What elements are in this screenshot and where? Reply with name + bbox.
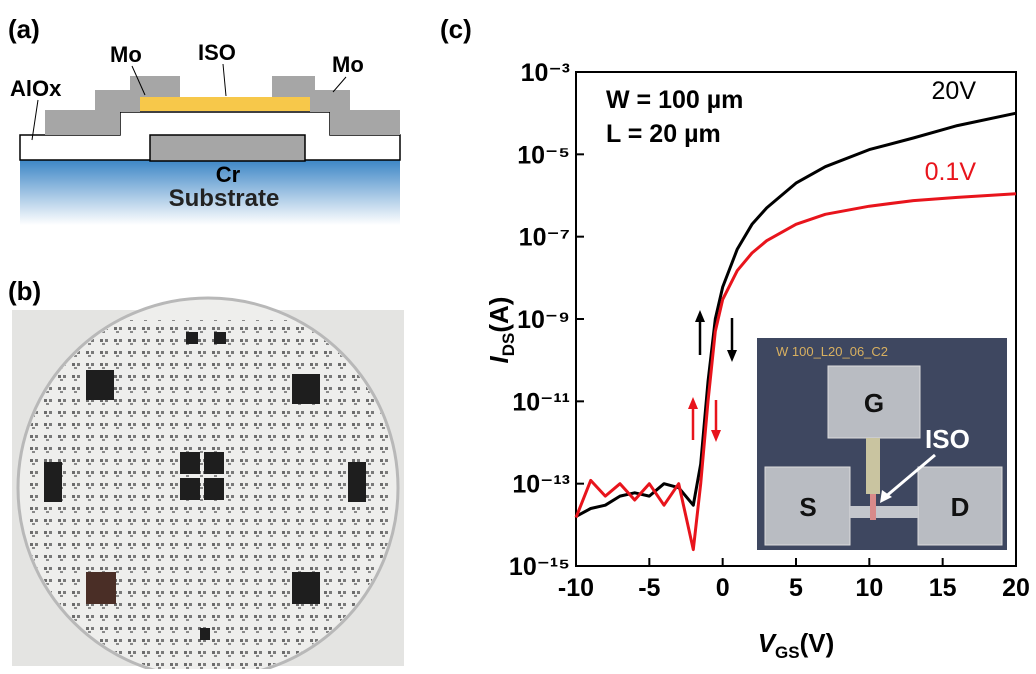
x-axis-label: VGS(V) bbox=[758, 628, 835, 662]
panel-b: (b) bbox=[8, 276, 404, 669]
layer-label: AlOx bbox=[10, 76, 62, 101]
axis-subscript: DS bbox=[499, 333, 518, 357]
sweep-arrows bbox=[688, 310, 737, 442]
inset-label: G bbox=[864, 388, 884, 418]
axis-subscript: GS bbox=[775, 643, 800, 662]
y-tick-label: 10⁻¹³ bbox=[512, 471, 570, 499]
y-tick-label: 10⁻⁹ bbox=[517, 306, 570, 334]
layer-label: Substrate bbox=[169, 185, 280, 212]
channel bbox=[850, 506, 918, 518]
leader bbox=[333, 77, 346, 92]
leader bbox=[32, 100, 38, 140]
y-tick-label: 10⁻¹¹ bbox=[512, 388, 570, 416]
panel-a: (a) Cr Substrate Mo ISO Mo AlOx bbox=[8, 14, 400, 225]
y-tick-label: 10⁻³ bbox=[521, 59, 570, 87]
x-tick-label: -5 bbox=[638, 574, 660, 602]
panel-label: (b) bbox=[8, 276, 41, 306]
x-tick-label: 20 bbox=[1002, 574, 1030, 602]
x-tick-label: 0 bbox=[716, 574, 730, 602]
figure: (a) Cr Substrate Mo ISO Mo AlOx (b) bbox=[0, 0, 1036, 669]
layer-label: Mo bbox=[332, 52, 364, 77]
axis-unit: (V) bbox=[800, 628, 835, 658]
iso-channel bbox=[870, 494, 876, 520]
y-axis-label: IDS(A) bbox=[484, 297, 518, 364]
inset-label: S bbox=[799, 492, 816, 522]
leader bbox=[223, 64, 226, 96]
annotation: W = 100 µm bbox=[606, 86, 743, 114]
inset-label: ISO bbox=[925, 424, 970, 454]
x-tick-label: 15 bbox=[929, 574, 957, 602]
y-tick-label: 10⁻⁷ bbox=[519, 224, 570, 252]
inset-label: D bbox=[951, 492, 970, 522]
gate-line bbox=[866, 438, 880, 494]
panel-c: (c) W 100_L20_06_C2 G S D ISO W = 100 µm… bbox=[440, 14, 1030, 662]
x-tick-label: -10 bbox=[558, 574, 594, 602]
legend-label: 0.1V bbox=[925, 158, 977, 186]
layer-label: Cr bbox=[216, 162, 241, 187]
iso-layer bbox=[140, 97, 310, 111]
y-tick-label: 10⁻⁵ bbox=[517, 141, 570, 169]
annotation: L = 20 µm bbox=[606, 120, 721, 148]
layer-label: ISO bbox=[198, 40, 236, 65]
layer-label: Mo bbox=[110, 42, 142, 67]
inset-label: W 100_L20_06_C2 bbox=[776, 344, 888, 359]
x-tick-label: 5 bbox=[789, 574, 803, 602]
panel-label: (c) bbox=[440, 14, 472, 44]
cr-gate bbox=[150, 135, 305, 161]
legend-label: 20V bbox=[932, 77, 977, 105]
x-tick-label: 10 bbox=[855, 574, 883, 602]
panel-label: (a) bbox=[8, 14, 40, 44]
axis-unit: (A) bbox=[484, 297, 514, 333]
